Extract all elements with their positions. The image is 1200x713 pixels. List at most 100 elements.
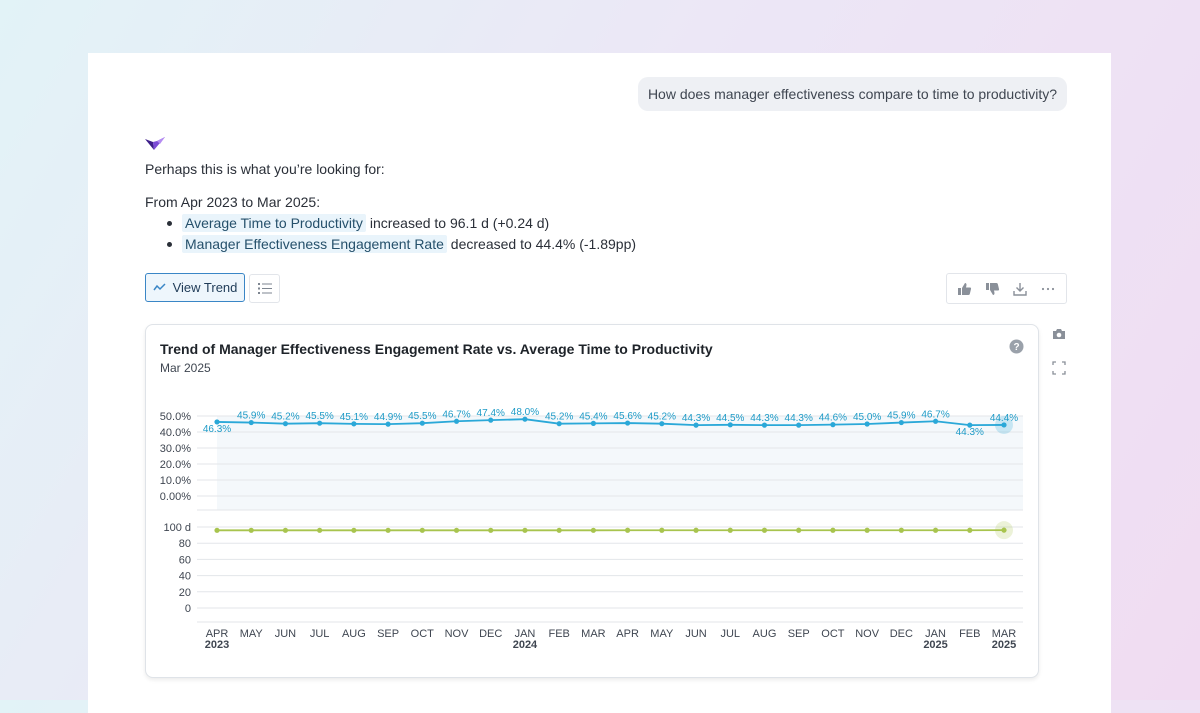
data-point (762, 528, 767, 533)
x-year-label: 2025 (992, 639, 1016, 651)
list-icon (258, 283, 272, 294)
response-actions (946, 273, 1067, 304)
y-tick-label: 20 (179, 587, 191, 599)
data-label: 45.2% (545, 412, 573, 423)
data-label: 45.2% (648, 412, 676, 423)
data-label: 45.4% (579, 411, 607, 422)
data-label: 44.4% (990, 413, 1018, 424)
data-label: 44.3% (682, 413, 710, 424)
x-tick-label: MAR (581, 628, 606, 640)
data-point (659, 528, 664, 533)
date-range-text: From Apr 2023 to Mar 2025: (145, 194, 320, 210)
chart-side-tools (1050, 325, 1068, 393)
insight-text: increased to 96.1 d (+0.24 d) (366, 215, 549, 231)
data-label: 46.7% (442, 409, 470, 420)
x-year-label: 2023 (205, 639, 229, 651)
data-point (522, 528, 527, 533)
trend-chart-card: Trend of Manager Effectiveness Engagemen… (145, 324, 1039, 678)
x-tick-label: NOV (445, 628, 470, 640)
data-label: 45.9% (887, 411, 915, 422)
y-tick-label: 60 (179, 554, 191, 566)
view-trend-button[interactable]: View Trend (145, 273, 245, 302)
x-tick-label: DEC (890, 628, 913, 640)
camera-icon[interactable] (1050, 325, 1068, 343)
x-tick-label: DEC (479, 628, 502, 640)
x-tick-label: FEB (959, 628, 980, 640)
data-point (865, 528, 870, 533)
data-point (385, 528, 390, 533)
data-label: 44.3% (956, 427, 984, 438)
data-point (693, 528, 698, 533)
table-view-button[interactable] (249, 274, 280, 303)
data-point (728, 528, 733, 533)
data-point (317, 528, 322, 533)
x-tick-label: NOV (855, 628, 880, 640)
x-tick-label: OCT (411, 628, 435, 640)
data-label: 44.3% (750, 413, 778, 424)
y-tick-label: 40.0% (160, 427, 191, 439)
x-tick-label: FEB (548, 628, 569, 640)
trend-line-icon (153, 283, 166, 292)
data-label: 45.2% (271, 412, 299, 423)
y-tick-label: 0.00% (160, 491, 191, 503)
metric-highlight[interactable]: Average Time to Productivity (182, 214, 366, 232)
data-point (933, 528, 938, 533)
data-point (591, 528, 596, 533)
data-point (899, 528, 904, 533)
metric-highlight[interactable]: Manager Effectiveness Engagement Rate (182, 235, 447, 253)
data-label: 45.5% (305, 411, 333, 422)
y-tick-label: 100 d (163, 522, 191, 534)
chat-panel: How does manager effectiveness compare t… (88, 53, 1111, 713)
x-year-label: 2025 (923, 639, 947, 651)
x-tick-label: JUN (275, 628, 296, 640)
y-tick-label: 50.0% (160, 411, 191, 423)
y-tick-label: 30.0% (160, 443, 191, 455)
thumbs-up-icon[interactable] (955, 279, 975, 299)
view-trend-label: View Trend (173, 280, 238, 295)
data-label: 47.4% (477, 408, 505, 419)
data-point (249, 528, 254, 533)
expand-icon[interactable] (1050, 359, 1068, 377)
thumbs-down-icon[interactable] (983, 279, 1003, 299)
data-point (967, 528, 972, 533)
data-point (214, 528, 219, 533)
assistant-logo-icon (144, 135, 166, 151)
x-tick-label: APR (616, 628, 639, 640)
more-icon[interactable] (1038, 279, 1058, 299)
x-tick-label: AUG (342, 628, 366, 640)
x-tick-label: MAY (240, 628, 264, 640)
x-tick-label: SEP (788, 628, 810, 640)
x-tick-label: JUL (720, 628, 740, 640)
data-label: 44.6% (819, 413, 847, 424)
x-tick-label: OCT (821, 628, 845, 640)
engagement-panel: 50.0%40.0%30.0%20.0%10.0%0.00%46.3%45.9%… (160, 407, 1023, 510)
insight-list: Average Time to Productivity increased t… (164, 213, 636, 255)
data-label: 45.5% (408, 411, 436, 422)
data-label: 44.5% (716, 413, 744, 424)
data-point (830, 528, 835, 533)
y-tick-label: 20.0% (160, 459, 191, 471)
data-point (796, 528, 801, 533)
data-point (283, 528, 288, 533)
insight-item: Manager Effectiveness Engagement Rate de… (164, 234, 636, 255)
y-tick-label: 40 (179, 571, 191, 583)
data-point (625, 528, 630, 533)
insight-text: decreased to 44.4% (-1.89pp) (447, 236, 636, 252)
y-tick-label: 80 (179, 538, 191, 550)
x-tick-label: AUG (753, 628, 777, 640)
data-label: 44.3% (785, 413, 813, 424)
data-label: 46.7% (921, 409, 949, 420)
trend-chart: 50.0%40.0%30.0%20.0%10.0%0.00%46.3%45.9%… (146, 325, 1038, 677)
data-label: 45.1% (340, 412, 368, 423)
x-tick-label: MAY (650, 628, 674, 640)
data-label: 46.3% (203, 424, 231, 435)
data-label: 45.6% (613, 411, 641, 422)
data-label: 45.0% (853, 412, 881, 423)
data-point (557, 528, 562, 533)
data-point (454, 528, 459, 533)
user-question-bubble: How does manager effectiveness compare t… (638, 77, 1067, 111)
insight-item: Average Time to Productivity increased t… (164, 213, 636, 234)
download-icon[interactable] (1010, 279, 1030, 299)
